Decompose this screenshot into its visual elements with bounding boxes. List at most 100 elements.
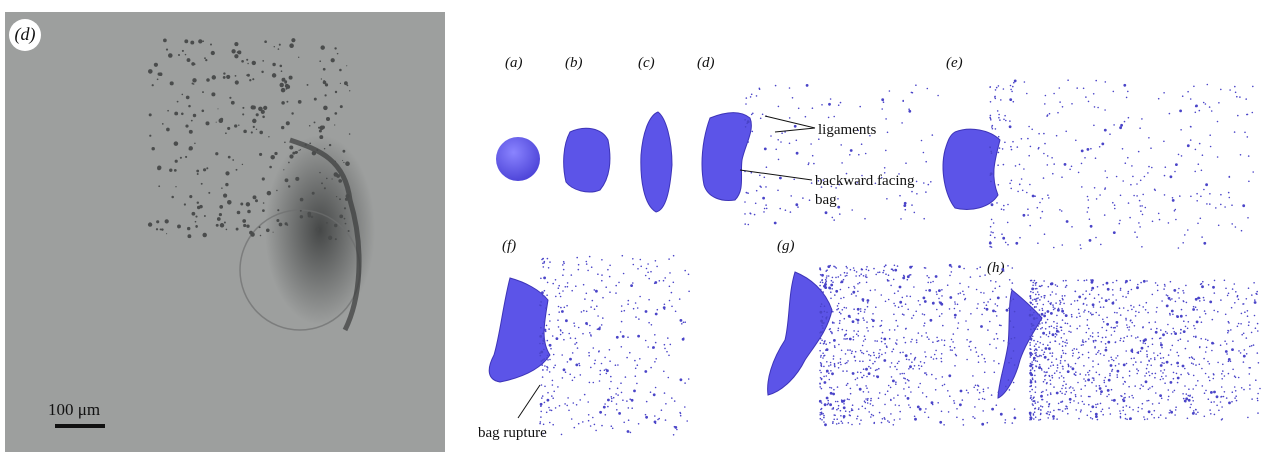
particle (1037, 242, 1039, 244)
particle (861, 143, 863, 145)
particle (1115, 365, 1117, 367)
particle (1029, 336, 1031, 338)
particle (1037, 297, 1039, 299)
particle (990, 151, 992, 153)
particle (868, 366, 870, 368)
particle (819, 285, 821, 287)
particle (208, 192, 210, 194)
particle (1058, 308, 1060, 310)
particle (905, 395, 907, 397)
particle (1129, 375, 1131, 377)
particle (616, 403, 618, 405)
particle (1176, 373, 1178, 375)
particle (962, 291, 964, 293)
particle (1007, 265, 1009, 267)
particle (205, 59, 207, 61)
particle (224, 221, 226, 223)
particle (1220, 344, 1222, 346)
particle (1163, 92, 1165, 94)
particle (1007, 222, 1009, 224)
particle (1096, 372, 1098, 374)
particle (1036, 317, 1038, 319)
particle (1114, 208, 1116, 210)
particle (1125, 319, 1127, 321)
particle (1059, 372, 1061, 374)
particle (1014, 408, 1016, 410)
particle (759, 88, 761, 90)
particle (611, 396, 613, 398)
particle (594, 363, 596, 365)
particle (1195, 106, 1197, 108)
particle (823, 415, 825, 417)
particle (1255, 327, 1257, 329)
particle (916, 339, 918, 341)
particle (331, 178, 332, 179)
particle (906, 359, 908, 361)
particle (840, 364, 842, 366)
particle (1077, 358, 1079, 360)
particle (1133, 306, 1135, 308)
particle (1010, 358, 1012, 360)
particle (770, 135, 772, 137)
particle (863, 340, 865, 342)
particle (1107, 341, 1110, 344)
particle (1019, 164, 1021, 166)
particle (908, 108, 910, 110)
particle (1175, 209, 1177, 211)
particle (589, 332, 591, 334)
particle (913, 315, 915, 317)
particle (226, 75, 230, 79)
particle (1075, 374, 1077, 376)
particle (1132, 176, 1134, 178)
particle (1200, 218, 1202, 220)
particle (1004, 142, 1006, 144)
particle (562, 332, 564, 334)
particle (1029, 344, 1031, 346)
particle (764, 148, 767, 151)
particle (850, 269, 852, 271)
particle (349, 133, 351, 135)
particle (1064, 360, 1066, 362)
particle (229, 97, 231, 99)
particle (1035, 294, 1037, 296)
particle (870, 403, 872, 405)
particle (997, 305, 999, 307)
particle (1108, 379, 1111, 382)
particle (1187, 418, 1189, 420)
particle (1136, 286, 1139, 289)
particle (1047, 310, 1050, 313)
particle (599, 374, 601, 376)
particle (1205, 339, 1207, 341)
particle (794, 125, 797, 128)
particle (307, 84, 309, 86)
particle (1207, 361, 1209, 363)
particle (824, 305, 826, 307)
particle (584, 298, 586, 300)
particle (1060, 362, 1062, 364)
particle (1076, 328, 1078, 330)
particle (849, 154, 851, 156)
particle (1155, 321, 1157, 323)
particle (243, 130, 247, 134)
particle (1146, 368, 1148, 370)
particle (844, 307, 846, 309)
particle (262, 209, 265, 212)
particle (1185, 348, 1187, 350)
particle (919, 304, 921, 306)
particle (149, 113, 152, 116)
particle (904, 378, 906, 380)
particle (663, 280, 665, 282)
particle (1237, 296, 1239, 298)
particle (1044, 375, 1046, 377)
particle (1085, 341, 1087, 343)
particle (1062, 385, 1064, 387)
particle (856, 333, 858, 335)
particle (1053, 321, 1055, 323)
particle (998, 392, 1000, 394)
particle (924, 267, 926, 269)
particle (842, 309, 844, 311)
particle (1011, 288, 1013, 290)
particle (909, 407, 911, 409)
particle (942, 376, 944, 378)
particle (654, 415, 656, 417)
